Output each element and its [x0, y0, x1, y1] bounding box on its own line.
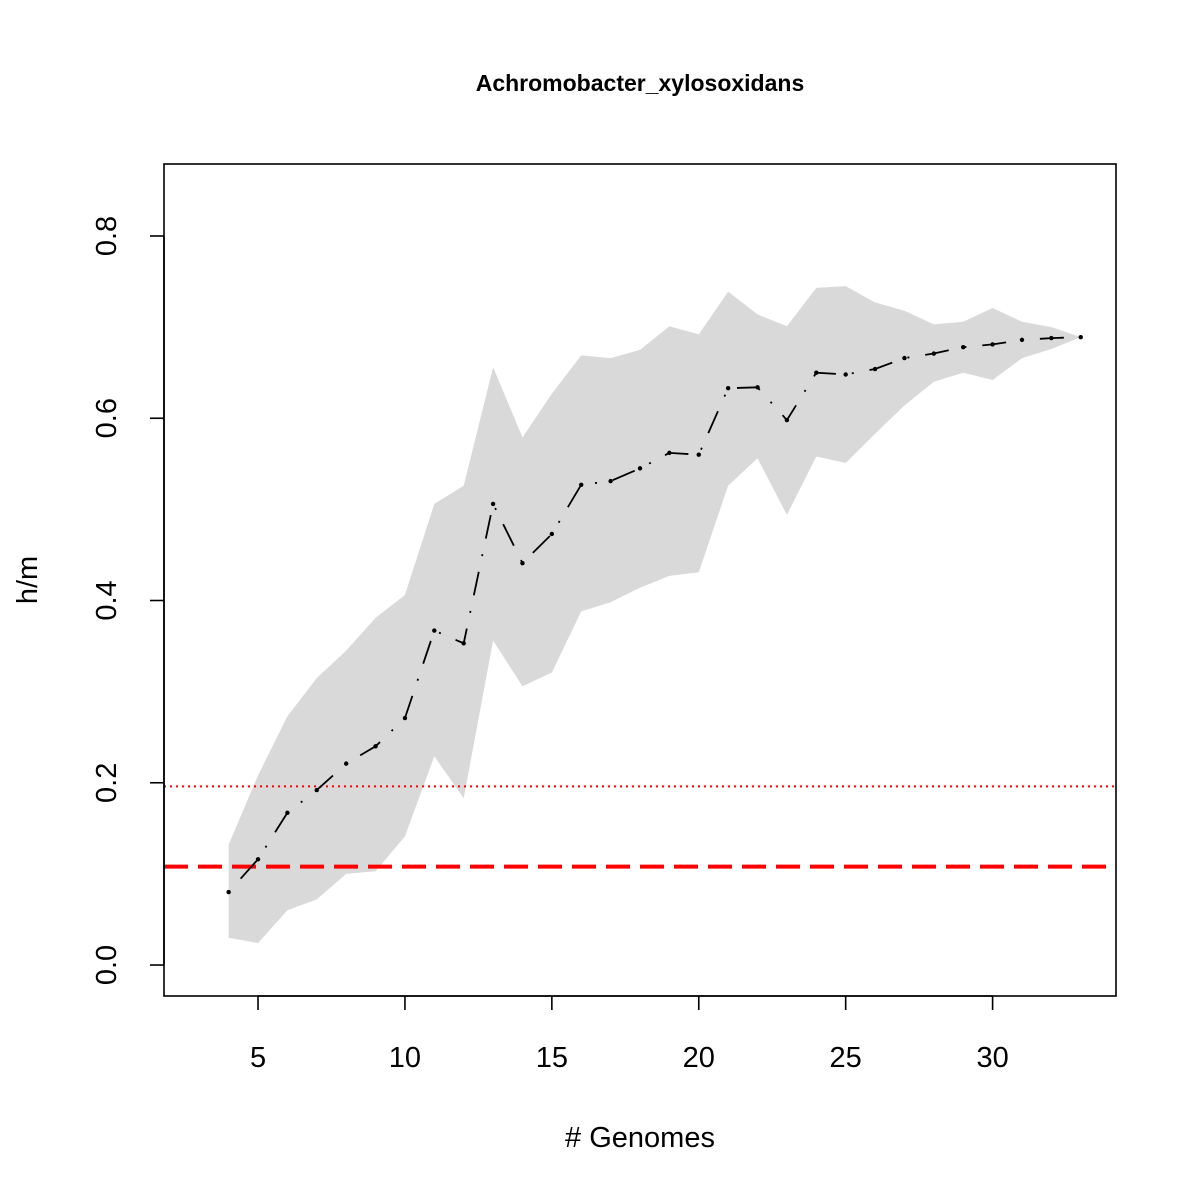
data-point	[226, 889, 231, 895]
y-tick-label: 0.6	[91, 398, 123, 438]
data-point	[902, 355, 907, 361]
y-axis-label: h/m	[12, 556, 44, 604]
data-point	[814, 370, 819, 375]
x-tick-label: 15	[536, 1042, 568, 1074]
data-point	[432, 628, 437, 633]
series-line	[227, 336, 1081, 893]
x-tick-label: 25	[830, 1042, 862, 1074]
data-point	[490, 501, 496, 507]
data-point	[872, 366, 878, 372]
data-point	[961, 344, 966, 350]
data-point	[520, 560, 525, 566]
data-point	[549, 531, 555, 537]
data-point	[696, 452, 701, 457]
series-layer	[226, 334, 1083, 895]
data-point	[1049, 335, 1054, 341]
data-point	[314, 787, 319, 793]
data-point	[343, 761, 349, 766]
x-axis-label: # Genomes	[565, 1122, 715, 1154]
x-tick-label: 30	[976, 1042, 1008, 1074]
data-point	[255, 857, 261, 862]
x-tick-label: 10	[389, 1042, 421, 1074]
x-tick-label: 5	[250, 1042, 266, 1074]
data-point	[461, 641, 466, 646]
x-axis: 5 10 15 20 25 30	[250, 995, 1009, 1074]
y-tick-label: 0.8	[91, 216, 123, 256]
confidence-band	[228, 286, 1081, 944]
data-point	[755, 385, 760, 390]
data-point	[579, 482, 584, 487]
hline-layer	[164, 785, 1116, 869]
data-point	[608, 478, 613, 484]
data-point	[637, 466, 643, 471]
chart-title: Achromobacter_xylosoxidans	[476, 70, 805, 96]
y-axis: 0.0 0.2 0.4 0.6 0.8	[91, 216, 165, 985]
y-tick-label: 0.4	[91, 580, 123, 620]
data-point	[373, 744, 378, 749]
data-point	[1019, 337, 1025, 343]
y-tick-label: 0.2	[91, 763, 123, 803]
y-tick-label: 0.0	[91, 945, 123, 985]
data-point	[990, 342, 995, 347]
data-point	[402, 715, 408, 721]
x-tick-label: 20	[683, 1042, 715, 1074]
band-layer	[228, 286, 1081, 944]
data-point	[1078, 334, 1083, 340]
data-point	[843, 372, 848, 377]
data-point	[784, 417, 790, 423]
data-point	[931, 351, 937, 356]
data-point	[725, 385, 731, 391]
data-point	[667, 450, 672, 456]
data-point	[285, 810, 290, 816]
